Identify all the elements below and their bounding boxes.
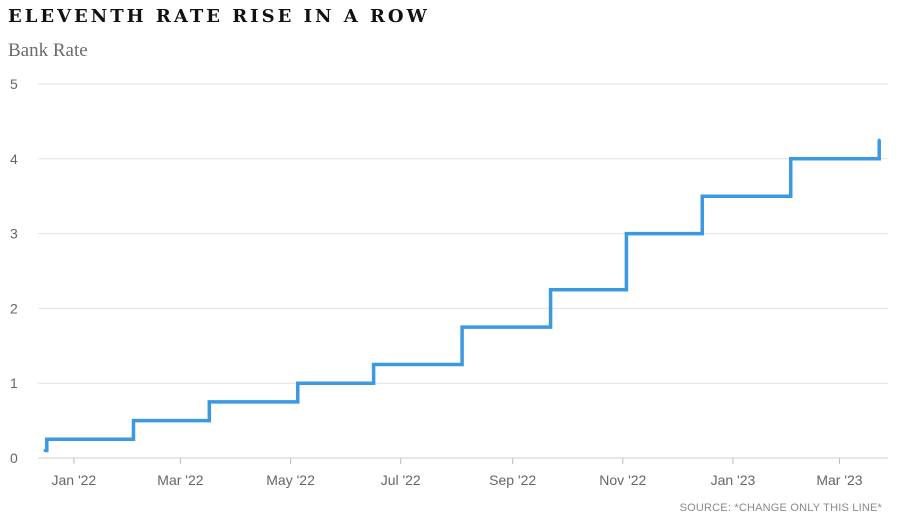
x-tick-label: Nov '22 xyxy=(599,472,646,488)
data-point xyxy=(624,232,628,236)
x-tick-label: Jul '22 xyxy=(381,472,421,488)
data-point xyxy=(372,363,376,366)
y-tick-label: 5 xyxy=(10,76,18,92)
y-tick-label: 1 xyxy=(10,375,18,391)
y-tick-label: 2 xyxy=(10,300,18,316)
x-axis-ticks: Jan '22 Mar '22 May '22 Jul '22 Sep '22 Nov '… xyxy=(52,458,863,488)
chart-title: ELEVENTH RATE RISE IN A ROW xyxy=(8,6,430,27)
x-tick-label: Mar '23 xyxy=(816,472,862,488)
data-point xyxy=(45,437,49,441)
x-tick-label: Mar '22 xyxy=(157,472,203,488)
data-point xyxy=(43,449,47,453)
x-tick-label: Jan '22 xyxy=(52,472,97,488)
y-tick-label: 0 xyxy=(10,450,18,466)
data-point xyxy=(549,288,553,292)
data-point xyxy=(877,138,881,142)
source-note: SOURCE: *CHANGE ONLY THIS LINE* xyxy=(679,502,882,514)
series-line-0 xyxy=(45,140,881,453)
y-tick-label: 3 xyxy=(10,226,18,242)
x-tick-label: May '22 xyxy=(266,472,315,488)
series-group xyxy=(43,138,881,453)
data-point xyxy=(207,400,211,404)
x-tick-label: Jan '23 xyxy=(711,472,756,488)
grid-lines xyxy=(38,83,888,459)
chart-subtitle: Bank Rate xyxy=(8,40,88,61)
y-axis-ticks: 0 1 2 3 4 5 xyxy=(10,76,18,466)
data-point xyxy=(131,419,135,423)
data-point xyxy=(296,381,300,385)
y-tick-label: 4 xyxy=(10,151,18,167)
data-point xyxy=(789,157,793,161)
data-point xyxy=(700,194,704,198)
data-point xyxy=(460,325,464,329)
x-tick-label: Sep '22 xyxy=(489,472,536,488)
